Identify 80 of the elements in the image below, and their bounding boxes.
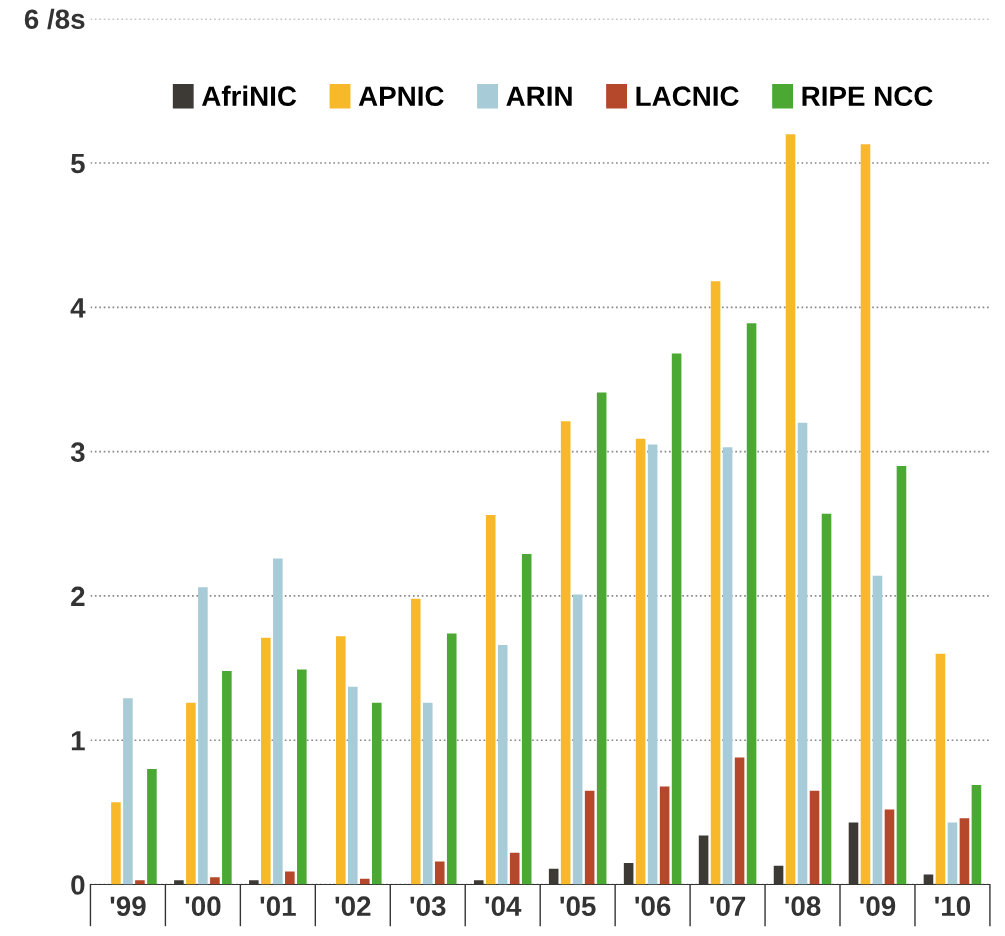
bar [734,757,745,885]
bar [521,554,532,885]
bar [896,466,907,885]
legend-label: RIPE NCC [802,86,933,107]
x-tick-label: '04 [485,896,522,917]
bar [746,323,757,885]
bar [473,880,484,885]
x-tick-label: '09 [860,896,896,917]
legend-label: APNIC [358,86,444,107]
y-tick-label: 1 [71,731,85,751]
bar [371,702,382,885]
x-tick-label: '01 [260,896,296,917]
bar [872,575,883,885]
y-tick-label: 6 /8s [24,8,85,30]
x-tick-label: '03 [410,896,446,917]
bar [359,878,370,885]
bar [596,392,607,885]
bar [273,558,283,885]
bar [422,702,433,885]
legend-label: AfriNIC [201,85,297,107]
bar [509,852,520,885]
bar [935,653,946,885]
bar [785,134,796,885]
bar [147,769,157,885]
bar [198,587,208,885]
bar [572,594,583,885]
y-tick-label: 0 [71,875,85,895]
bar [698,835,709,885]
bar [959,818,970,885]
bar [434,861,445,885]
x-tick-label: '02 [335,896,371,917]
bar [348,686,358,885]
bar [111,802,121,885]
bar [560,421,571,885]
x-tick-label: '08 [785,896,821,917]
legend-label: LACNIC [636,86,739,107]
x-tick-label: '07 [710,896,746,917]
bar [174,880,184,885]
bar [249,880,259,885]
bar [710,281,721,885]
x-tick-label: '10 [935,896,971,917]
bar [821,513,832,885]
bar [971,784,982,885]
bar [123,698,133,885]
bar [848,822,859,885]
bar [809,790,820,885]
bar [497,644,508,885]
bar [671,353,682,885]
x-tick-label: '05 [560,896,596,917]
bar [410,598,421,885]
y-tick-label: 4 [70,298,86,318]
bar [222,670,232,885]
x-tick-label: '00 [185,896,221,917]
bar [797,422,808,885]
legend-label: ARIN [506,86,572,106]
bar [446,633,457,885]
bar [884,809,895,885]
bar [722,447,733,885]
bar [584,790,595,885]
x-tick-label: '06 [635,896,671,917]
bar [635,438,646,885]
y-tick-label: 5 [71,153,85,174]
bar [297,669,307,885]
bar [923,874,934,885]
bar [186,702,196,885]
bar [210,877,220,885]
bar [336,636,346,885]
bar [623,862,634,885]
bar [285,871,295,885]
bar [947,822,958,885]
x-tick-label: '99 [110,896,146,917]
bar [485,515,496,885]
bar [135,880,145,885]
bar [647,444,658,885]
bar [860,144,871,885]
bar [659,786,670,885]
bar [773,865,784,885]
y-tick-label: 2 [71,586,85,606]
bar [261,637,271,885]
y-tick-label: 3 [70,442,85,462]
